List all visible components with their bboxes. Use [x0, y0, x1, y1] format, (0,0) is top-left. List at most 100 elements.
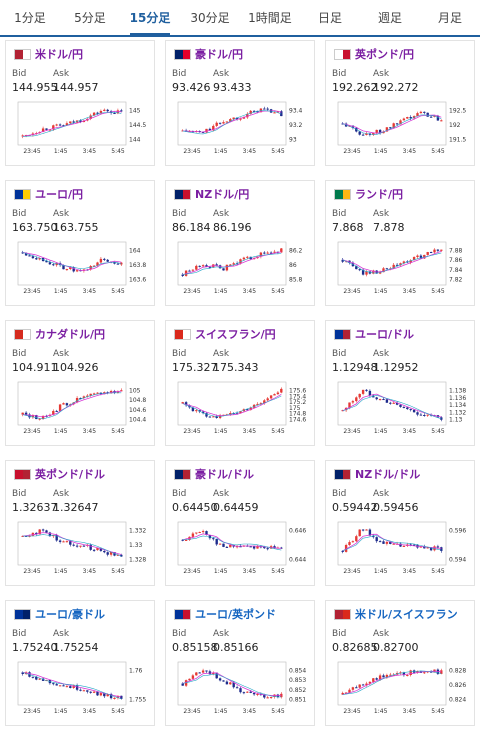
rate-card[interactable]: ユーロ/豪ドル Bid 1.75240 Ask 1.75254 1.76 1.755 23:4…	[5, 600, 155, 726]
rate-card[interactable]: ランド/円 Bid 7.868 Ask 7.878 7.88 7.86 7.84 7.82 23:…	[325, 180, 475, 306]
x-tick-label: 3:45	[243, 428, 257, 435]
tab-1[interactable]: 5分足	[74, 11, 106, 25]
rate-card[interactable]: ユーロ/英ポンド Bid 0.85158 Ask 0.85166 0.854 0.853 0.…	[165, 600, 315, 726]
candle-body	[35, 532, 38, 535]
candle-body	[201, 670, 205, 673]
tab-7[interactable]: 月足	[437, 11, 462, 25]
pair-title-link[interactable]: ユーロ/英ポンド	[174, 606, 276, 622]
candle-body	[201, 265, 205, 267]
tab-0[interactable]: 1分足	[14, 11, 46, 25]
rate-card[interactable]: スイスフラン/円 Bid 175.327 Ask 175.343 175.6 175.4 17…	[165, 320, 315, 446]
mini-chart[interactable]: 1.332 1.33 1.328 23:45 1:45 3:45 5:45	[14, 519, 150, 581]
candle-body	[423, 672, 426, 674]
rate-card[interactable]: 英ポンド/ドル Bid 1.32637 Ask 1.32647 1.332 1.33 1.32…	[5, 460, 155, 586]
y-tick-label: 144	[129, 137, 141, 144]
pair-title-link[interactable]: 英ポンド/ドル	[14, 466, 105, 482]
candle-body	[355, 536, 358, 542]
candle-body	[201, 531, 205, 533]
y-tick-label: 175.6	[289, 388, 306, 395]
pair-title-link[interactable]: 英ポンド/円	[334, 46, 414, 62]
rate-card[interactable]: 豪ドル/円 Bid 93.426 Ask 93.433 93.4 93.2 93 23:45 1:…	[165, 40, 315, 166]
candle-body	[351, 687, 355, 690]
candle-body	[222, 122, 225, 124]
tab-6[interactable]: 週足	[377, 11, 402, 25]
candle-body	[106, 392, 109, 394]
candle-body	[402, 118, 406, 121]
pair-title-link[interactable]: 米ドル/スイスフラン	[334, 606, 458, 622]
rate-card[interactable]: 豪ドル/ドル Bid 0.64450 Ask 0.64459 0.646 0.644 23:4…	[165, 460, 315, 586]
mini-chart[interactable]: 0.828 0.826 0.824 23:45 1:45 3:45 5:45	[334, 659, 470, 721]
candle-body	[409, 409, 412, 411]
x-tick-label: 3:45	[243, 708, 257, 715]
mini-chart[interactable]: 1.138 1.136 1.134 1.132 1.13 23:45 1:45 3:45 5:4…	[334, 379, 470, 441]
x-tick-label: 3:45	[83, 288, 97, 295]
x-tick-label: 3:45	[403, 288, 417, 295]
pair-title-link[interactable]: ランド/円	[334, 186, 403, 202]
candle-body	[341, 692, 344, 695]
candle-body	[385, 674, 389, 678]
y-tick-label: 104.6	[129, 407, 146, 414]
pair-title-link[interactable]: カナダドル/円	[14, 326, 105, 342]
chart-frame	[337, 101, 447, 146]
mini-chart[interactable]: 175.6 175.4 175.2 175 174.8 174.6 23:45 1:45 3:4…	[174, 379, 310, 441]
rate-card[interactable]: NZドル/円 Bid 86.184 Ask 86.196 86.2 86 85.8 23:45 1…	[165, 180, 315, 306]
candle-body	[372, 132, 375, 135]
candle-body	[392, 402, 395, 404]
tab-4[interactable]: 1時間足	[248, 11, 292, 25]
mini-chart[interactable]: 7.88 7.86 7.84 7.82 23:45 1:45 3:45 5:45	[334, 239, 470, 301]
y-tick-label: 1.332	[129, 528, 146, 535]
rate-card[interactable]: ユーロ/ドル Bid 1.12948 Ask 1.12952 1.138 1.136 1.13…	[325, 320, 475, 446]
pair-title-link[interactable]: 豪ドル/ドル	[174, 466, 254, 482]
pair-title-link[interactable]: ユーロ/豪ドル	[14, 606, 105, 622]
mini-chart[interactable]: 192.5 192 191.5 23:45 1:45 3:45 5:45	[334, 99, 470, 161]
pair-title-link[interactable]: 豪ドル/円	[174, 46, 243, 62]
ask-label: Ask	[373, 489, 390, 499]
mini-chart[interactable]: 145 144.5 144 23:45 1:45 3:45 5:45	[14, 99, 150, 161]
candle-body	[429, 252, 433, 254]
candlestick-chart: 93.4 93.2 93 23:45 1:45 3:45 5:45	[177, 101, 303, 155]
moving-average-line-2	[182, 535, 282, 551]
rate-card[interactable]: NZドル/ドル Bid 0.59442 Ask 0.59456 0.596 0.594 23:…	[325, 460, 475, 586]
pair-name: 豪ドル/円	[195, 48, 244, 61]
pair-title-link[interactable]: NZドル/ドル	[334, 466, 420, 482]
mini-chart[interactable]: 0.596 0.594 23:45 1:45 3:45 5:45	[334, 519, 470, 581]
rate-card[interactable]: ユーロ/円 Bid 163.750 Ask 163.755 164 163.8 163.6 23…	[5, 180, 155, 306]
candle-body	[82, 690, 86, 692]
tab-2[interactable]: 15分足	[120, 0, 180, 37]
candle-body	[212, 672, 215, 675]
candlestick-chart: 0.646 0.644 23:45 1:45 3:45 5:45	[177, 521, 306, 575]
pair-title-link[interactable]: NZドル/円	[174, 186, 249, 202]
mini-chart[interactable]: 86.2 86 85.8 23:45 1:45 3:45 5:45	[174, 239, 310, 301]
mini-chart[interactable]: 105 104.8 104.6 104.4 23:45 1:45 3:45 5:45	[14, 379, 150, 441]
tab-3[interactable]: 30分足	[190, 11, 230, 25]
rate-card[interactable]: カナダドル/円 Bid 104.911 Ask 104.926 105 104.8 104.6…	[5, 320, 155, 446]
pair-title-link[interactable]: 米ドル/円	[14, 46, 83, 62]
bid-label: Bid	[172, 209, 187, 219]
mini-chart[interactable]: 0.854 0.853 0.852 0.851 23:45 1:45 3:45 5:45	[174, 659, 310, 721]
pair-title-link[interactable]: スイスフラン/円	[174, 326, 276, 342]
candle-body	[103, 693, 106, 697]
candle-body	[269, 697, 273, 699]
x-tick-label: 5:45	[271, 148, 285, 155]
mini-chart[interactable]: 93.4 93.2 93 23:45 1:45 3:45 5:45	[174, 99, 310, 161]
mini-chart[interactable]: 1.76 1.755 23:45 1:45 3:45 5:45	[14, 659, 150, 721]
candle-body	[208, 128, 212, 131]
pair-title-link[interactable]: ユーロ/円	[14, 186, 83, 202]
y-tick-label: 145	[129, 108, 141, 115]
moving-average-line-2	[342, 252, 442, 274]
rate-card[interactable]: 米ドル/円 Bid 144.955 Ask 144.957 145 144.5 144 23:4…	[5, 40, 155, 166]
mini-chart[interactable]: 164 163.8 163.6 23:45 1:45 3:45 5:45	[14, 239, 150, 301]
candle-body	[402, 261, 406, 264]
rate-card[interactable]: 米ドル/スイスフラン Bid 0.82685 Ask 0.82700 0.828 0.826…	[325, 600, 475, 726]
candle-body	[96, 262, 99, 266]
candle-body	[382, 131, 385, 134]
rate-card[interactable]: 英ポンド/円 Bid 192.262 Ask 192.272 192.5 192 191.5 2…	[325, 40, 475, 166]
candle-body	[69, 267, 72, 270]
pair-title-link[interactable]: ユーロ/ドル	[334, 326, 414, 342]
candle-body	[399, 263, 402, 266]
tab-5[interactable]: 日足	[317, 11, 342, 25]
x-tick-label: 3:45	[403, 428, 417, 435]
mini-chart[interactable]: 0.646 0.644 23:45 1:45 3:45 5:45	[174, 519, 310, 581]
candle-body	[368, 529, 372, 536]
pair-name: 英ポンド/ドル	[35, 468, 106, 481]
